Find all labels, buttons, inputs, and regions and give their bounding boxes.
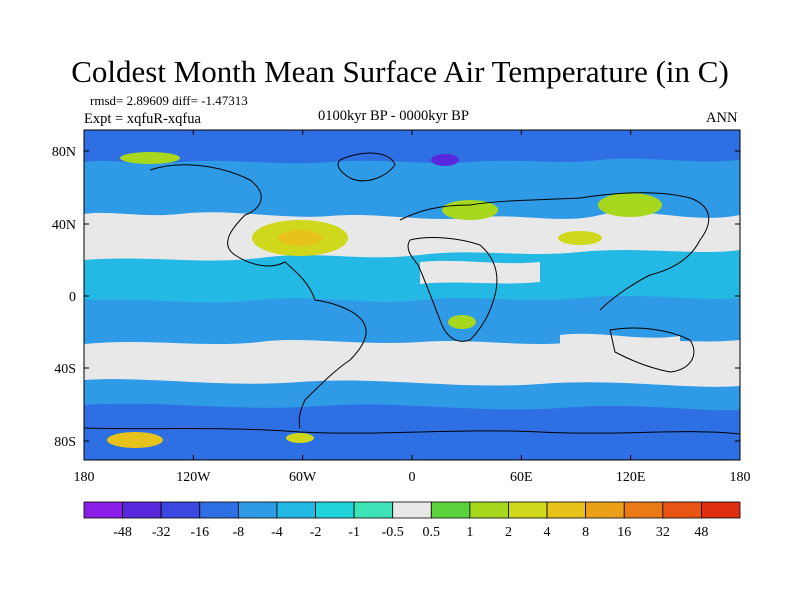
- colorbar-label: -2: [310, 525, 322, 540]
- north-america-strong-warming: [278, 230, 322, 246]
- coastlines: [84, 152, 740, 435]
- lon-tick-label: 180: [74, 470, 95, 485]
- colorbar-swatch: [315, 501, 355, 519]
- lon-tick-label: 180: [730, 470, 751, 485]
- colorbar-label: 0.5: [423, 525, 441, 540]
- colorbar-swatch: [701, 501, 741, 519]
- lon-tick-label: 60E: [510, 470, 533, 485]
- colorbar-label: 4: [544, 525, 551, 540]
- eurasia-australia-coast: [399, 192, 710, 373]
- lon-tick-label: 120W: [176, 470, 211, 485]
- experiment-label: Expt = xqfuR-xqfua: [84, 111, 201, 127]
- colorbar-swatch: [585, 501, 625, 519]
- colorbar-label: 16: [617, 525, 631, 540]
- colorbar-label: 32: [656, 525, 670, 540]
- southern-africa-warming: [448, 315, 476, 329]
- colorbar-label: -1: [348, 525, 360, 540]
- colorbar-label: 2: [505, 525, 512, 540]
- latitude-ticks: 80N 40N 0 40S 80S: [52, 145, 740, 450]
- lat-tick-label: 40S: [54, 362, 76, 377]
- colorbar-swatch: [430, 501, 471, 519]
- colorbar-swatch: [662, 501, 702, 519]
- colorbar-swatch: [508, 501, 548, 519]
- arctic-strong-cooling: [84, 130, 740, 164]
- temperature-field: [84, 130, 740, 460]
- colorbar-swatch: [160, 501, 201, 519]
- antarctica-warming-peninsula: [286, 433, 314, 443]
- lat-tick-label: 80S: [54, 435, 76, 450]
- colorbar-swatch: [199, 501, 239, 519]
- colorbar-label: -48: [113, 525, 132, 540]
- americas-coast: [149, 164, 367, 429]
- colorbar-label: 1: [466, 525, 473, 540]
- colorbar-swatch: [83, 501, 123, 519]
- equatorial-cooling-band: [84, 296, 740, 344]
- asia-warming: [558, 231, 602, 245]
- period-label: 0100kyr BP - 0000kyr BP: [318, 108, 469, 124]
- colorbar-swatch: [469, 501, 509, 519]
- lon-tick-label: 60W: [289, 470, 317, 485]
- colorbar-swatch: [623, 501, 664, 519]
- greenland-coast: [337, 152, 396, 182]
- antarctica-warming-west: [107, 432, 163, 448]
- lat-tick-label: 0: [69, 290, 76, 305]
- north-pacific-neutral: [84, 220, 200, 250]
- south-atlantic-neutral: [300, 349, 420, 375]
- lon-tick-label: 120E: [616, 470, 646, 485]
- colorbar-swatch: [276, 501, 316, 519]
- lat-tick-label: 40N: [52, 218, 76, 233]
- svalbard-strong-cooling: [431, 154, 459, 166]
- alaska-warming: [120, 152, 180, 164]
- colorbar-swatch: [122, 501, 162, 519]
- africa-coast: [407, 237, 498, 342]
- tropical-cooling-band: [84, 250, 740, 304]
- siberia-warming: [598, 193, 662, 217]
- colorbar: -48 -32 -16 -8 -4 -2 -1 -0.5 0.5 1 2 4 8 16 32 48: [83, 501, 741, 540]
- colorbar-label: -8: [233, 525, 245, 540]
- colorbar-swatch: [392, 501, 432, 519]
- colorbar-label: -16: [190, 525, 209, 540]
- colorbar-label: -32: [152, 525, 171, 540]
- colorbar-swatch: [237, 501, 278, 519]
- antarctica-coast: [84, 427, 740, 435]
- plot-title: Coldest Month Mean Surface Air Temperatu…: [71, 54, 729, 89]
- colorbar-label: -4: [271, 525, 283, 540]
- lon-tick-label: 0: [409, 470, 416, 485]
- colorbar-swatch: [353, 501, 394, 519]
- colorbar-label: -0.5: [382, 525, 404, 540]
- longitude-ticks: 180 120W 60W 0 60E 120E 180: [74, 130, 751, 485]
- lat-tick-label: 80N: [52, 145, 76, 160]
- season-label: ANN: [706, 110, 738, 126]
- indian-ocean-neutral: [560, 333, 680, 364]
- africa-neutral: [420, 260, 540, 284]
- rmsd-diff-stats: rmsd= 2.89609 diff= -1.47313: [90, 93, 248, 108]
- colorbar-label: 8: [582, 525, 589, 540]
- colorbar-swatch: [546, 501, 587, 519]
- colorbar-label: 48: [694, 525, 708, 540]
